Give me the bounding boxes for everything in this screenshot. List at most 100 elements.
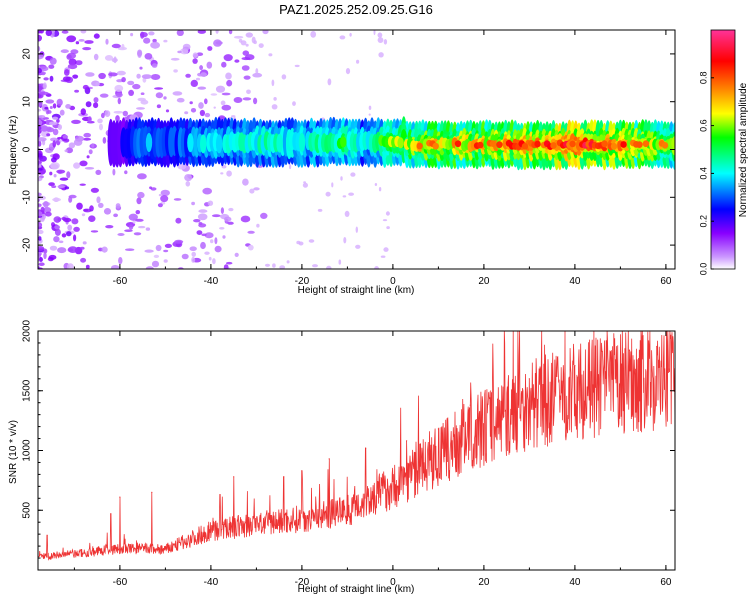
noise-blob <box>220 172 224 175</box>
noise-blob <box>68 142 76 149</box>
noise-blob <box>62 135 69 139</box>
noise-blob <box>52 116 59 121</box>
noise-blob <box>59 109 65 116</box>
noise-blob <box>136 197 142 205</box>
noise-blob <box>58 240 64 244</box>
noise-blob <box>80 246 85 250</box>
noise-blob <box>154 87 164 90</box>
noise-blob <box>158 193 163 197</box>
noise-blob <box>60 49 69 54</box>
noise-blob <box>84 40 94 44</box>
noise-blob <box>231 115 236 118</box>
noise-blob <box>222 235 226 239</box>
snr-peak-point <box>601 350 603 352</box>
noise-blob <box>294 64 300 68</box>
noise-blob <box>196 230 203 236</box>
noise-blob <box>175 217 182 224</box>
noise-blob <box>57 124 63 130</box>
spectrogram-xlabel: Height of straight line (km) <box>298 285 415 296</box>
noise-blob <box>198 223 207 228</box>
noise-blob <box>253 187 260 191</box>
noise-blob <box>374 266 380 269</box>
noise-blob <box>221 61 227 68</box>
noise-blob <box>79 160 88 167</box>
noise-blob <box>53 216 62 223</box>
noise-blob <box>202 187 212 195</box>
noise-blob <box>47 110 52 114</box>
noise-blob <box>82 47 92 51</box>
noise-blob <box>303 181 306 184</box>
noise-blob <box>233 35 244 39</box>
ridge-mark <box>276 133 283 153</box>
noise-blob <box>38 195 46 200</box>
noise-blob <box>128 89 135 96</box>
noise-blob <box>38 133 41 138</box>
noise-blob <box>91 143 95 148</box>
noise-blob <box>43 252 47 260</box>
noise-blob <box>80 108 87 116</box>
snr-peak-point <box>301 470 303 472</box>
noise-blob <box>256 223 260 228</box>
noise-blob <box>189 246 197 251</box>
x-tick-label: -60 <box>113 276 128 287</box>
noise-blob <box>38 108 42 112</box>
noise-blob <box>43 201 49 208</box>
noise-blob <box>242 178 249 186</box>
noise-blob <box>211 214 221 218</box>
noise-blob <box>224 216 232 222</box>
noise-blob <box>44 211 52 217</box>
noise-blob <box>223 264 229 269</box>
noise-blob <box>71 119 81 124</box>
noise-blob <box>348 192 354 196</box>
noise-blob <box>165 109 170 113</box>
noise-blob <box>38 91 49 96</box>
noise-blob <box>137 97 146 102</box>
x-tick-label: -40 <box>204 276 219 287</box>
noise-blob <box>49 171 53 176</box>
noise-blob <box>38 101 43 107</box>
noise-blob <box>38 229 44 235</box>
noise-blob <box>114 84 124 92</box>
noise-blob <box>121 77 126 83</box>
noise-blob <box>88 215 96 222</box>
noise-blob <box>247 244 254 251</box>
noise-blob <box>54 228 61 236</box>
noise-blob <box>102 137 107 144</box>
noise-blob <box>191 251 196 257</box>
ridge-mark <box>496 141 503 149</box>
noise-blob <box>184 111 189 115</box>
colorbar-tick-label: 0.8 <box>698 72 708 85</box>
noise-blob <box>137 173 147 180</box>
snr-peak-point <box>283 476 285 478</box>
noise-blob <box>200 241 206 250</box>
snr-peak-point <box>528 378 531 380</box>
noise-blob <box>38 192 42 197</box>
noise-blob <box>87 116 92 123</box>
noise-blob <box>310 31 317 38</box>
noise-blob <box>172 91 183 96</box>
noise-blob <box>68 196 73 203</box>
noise-blob <box>38 45 41 52</box>
noise-blob <box>86 155 90 159</box>
noise-blob <box>234 59 240 63</box>
noise-blob <box>38 160 42 165</box>
noise-blob <box>251 36 256 44</box>
noise-blob <box>97 118 103 124</box>
noise-blob <box>247 230 255 234</box>
noise-blob <box>143 37 151 44</box>
noise-blob <box>312 264 318 268</box>
noise-blob <box>204 232 214 239</box>
ridge-mark <box>145 133 153 152</box>
noise-blob <box>117 233 125 236</box>
noise-blob <box>233 97 243 103</box>
noise-blob <box>208 256 212 261</box>
noise-blob <box>48 182 55 187</box>
noise-blob <box>84 167 95 170</box>
noise-blob <box>192 58 198 64</box>
noise-blob <box>331 182 334 188</box>
colorbar: 0.0 0.2 0.4 0.6 0.8 Normalized spectral ampl… <box>698 29 749 275</box>
noise-blob <box>220 100 226 106</box>
x-tick-label: 0 <box>390 276 396 287</box>
noise-blob <box>182 43 191 51</box>
noise-blob <box>85 72 95 77</box>
